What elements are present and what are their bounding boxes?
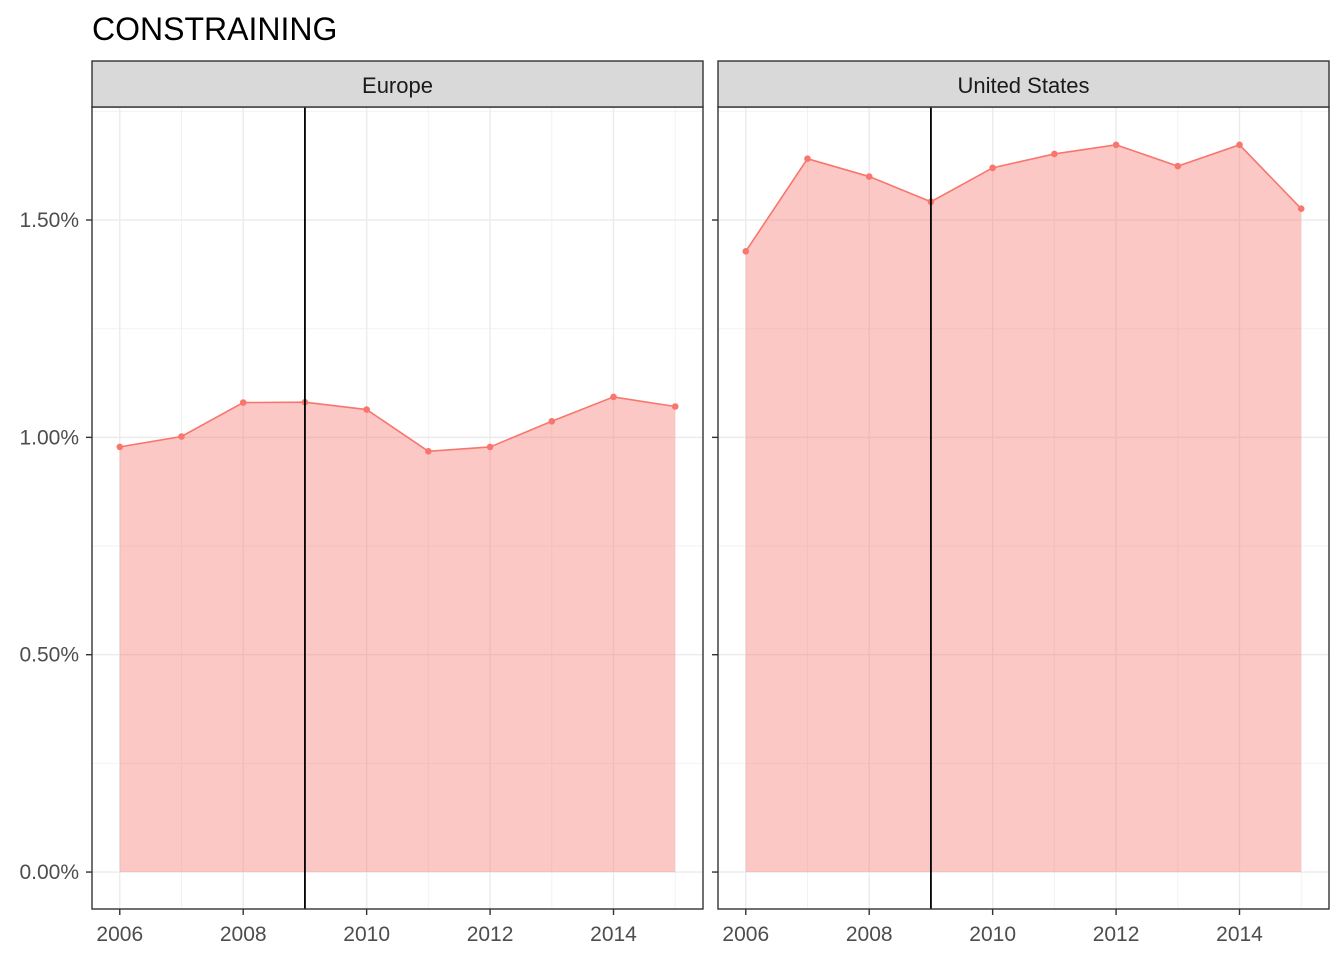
data-point [1112, 141, 1120, 149]
data-point [1051, 150, 1058, 158]
x-tick-label: 2006 [96, 923, 143, 946]
data-point [116, 443, 124, 451]
data-point [865, 173, 873, 180]
data-point [1236, 141, 1243, 149]
data-point [425, 447, 432, 455]
area-fill [119, 396, 676, 873]
facet-strip-label: Europe [362, 73, 433, 98]
y-tick-label: 0.50% [19, 644, 79, 667]
area-fill [745, 144, 1302, 873]
data-point [1174, 162, 1182, 170]
x-tick-label: 2010 [343, 923, 390, 946]
x-tick-label: 2006 [722, 923, 769, 946]
data-point [239, 399, 247, 406]
data-point [178, 433, 185, 440]
y-tick-label: 1.50% [19, 209, 79, 232]
data-point [548, 417, 556, 425]
series-line [745, 143, 1302, 252]
x-tick-label: 2014 [590, 923, 637, 946]
x-tick-label: 2014 [1216, 923, 1263, 946]
data-point [363, 406, 370, 413]
x-tick-label: 2008 [846, 923, 893, 946]
facet-strip [91, 60, 704, 108]
x-tick-label: 2012 [1093, 923, 1140, 946]
y-tick-label: 0.00% [19, 861, 79, 884]
facet-strip [717, 60, 1330, 108]
facet-panel-1: United States 2006 2008 2010 2012 2014 [712, 60, 1330, 946]
data-point [742, 248, 750, 255]
x-tick-label: 2012 [467, 923, 514, 946]
panel-background [718, 107, 1329, 909]
data-point [804, 155, 811, 163]
data-point [610, 393, 617, 401]
x-tick-label: 2008 [220, 923, 267, 946]
panel-background [92, 107, 703, 909]
y-tick-label: 1.00% [19, 426, 79, 449]
x-tick-label: 2010 [969, 923, 1016, 946]
data-point [671, 403, 679, 410]
facet-strip-label: United States [957, 73, 1089, 98]
data-point [1297, 205, 1305, 213]
facet-panels: Europe 2006 2008 2010 2012 2014 0.00% 0.50% 1.00… [19, 60, 1330, 946]
series-line [119, 396, 676, 453]
data-point [989, 164, 996, 172]
chart-title: CONSTRAINING [92, 11, 337, 47]
data-point [486, 443, 494, 451]
facet-panel-0: Europe 2006 2008 2010 2012 2014 0.00% 0.50% 1.00… [19, 60, 704, 946]
